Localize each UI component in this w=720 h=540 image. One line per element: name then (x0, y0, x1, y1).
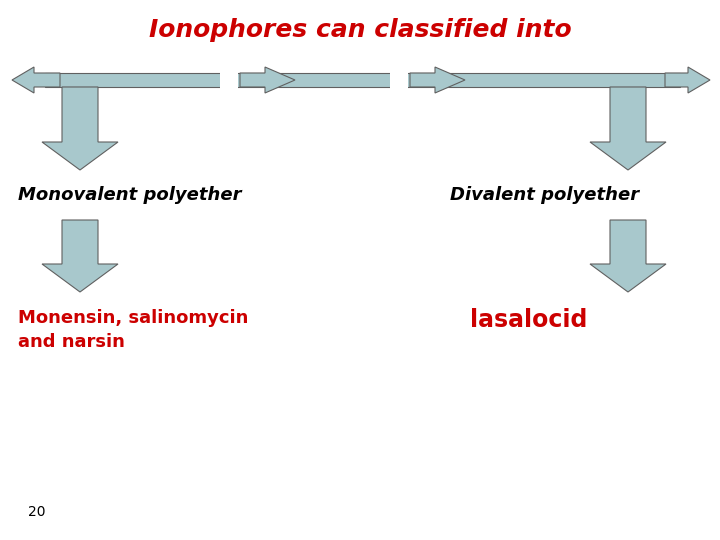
Polygon shape (665, 67, 710, 93)
Polygon shape (590, 220, 666, 292)
Text: 20: 20 (28, 505, 45, 519)
Polygon shape (12, 67, 60, 93)
Bar (45, 73, 680, 87)
Bar (390, 71, 408, 89)
Polygon shape (410, 67, 465, 93)
Polygon shape (590, 87, 666, 170)
Text: Monovalent polyether: Monovalent polyether (18, 186, 241, 204)
Polygon shape (240, 67, 295, 93)
Polygon shape (42, 220, 118, 292)
Polygon shape (42, 87, 118, 170)
Bar (220, 71, 238, 89)
Text: Ionophores can classified into: Ionophores can classified into (149, 18, 571, 42)
Text: Divalent polyether: Divalent polyether (450, 186, 639, 204)
Text: lasalocid: lasalocid (470, 308, 588, 332)
Text: Monensin, salinomycin
and narsin: Monensin, salinomycin and narsin (18, 309, 248, 351)
